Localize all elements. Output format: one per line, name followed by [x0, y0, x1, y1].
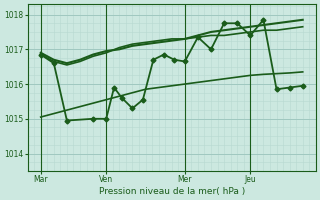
X-axis label: Pression niveau de la mer( hPa ): Pression niveau de la mer( hPa ) — [99, 187, 245, 196]
